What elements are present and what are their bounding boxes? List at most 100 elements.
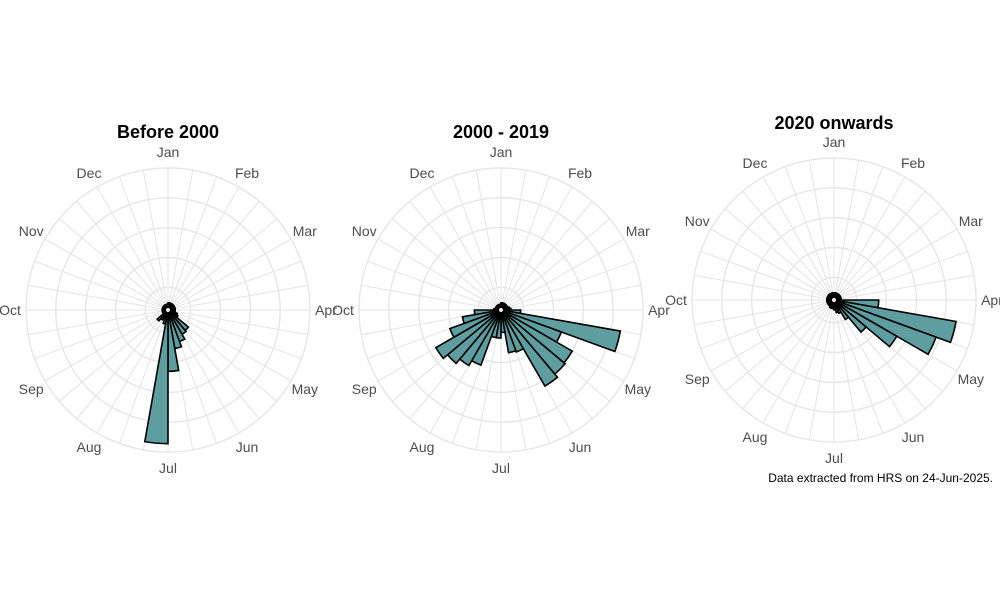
grid-spoke: [167, 309, 292, 382]
grid-spoke: [409, 200, 502, 311]
month-label-jul: Jul: [492, 460, 510, 476]
grid-spoke: [34, 260, 169, 311]
grid-spoke: [28, 309, 169, 336]
grid-spoke: [167, 309, 308, 336]
grid-spoke: [833, 166, 884, 301]
month-label-oct: Oct: [665, 292, 687, 308]
grid-spoke: [762, 176, 835, 301]
grid-spoke: [784, 299, 835, 434]
grid-spoke: [367, 260, 502, 311]
grid-spoke: [694, 274, 835, 301]
grid-spoke: [167, 170, 194, 311]
panel-title: 2000 - 2019: [453, 122, 549, 142]
month-label-aug: Aug: [77, 439, 102, 455]
grid-spoke: [833, 208, 944, 301]
month-label-may: May: [958, 371, 984, 387]
grid-spoke: [96, 186, 169, 311]
grid-spoke: [451, 176, 502, 311]
month-label-aug: Aug: [743, 429, 768, 445]
month-label-dec: Dec: [410, 165, 435, 181]
month-label-feb: Feb: [901, 155, 925, 171]
rose-panel: 2000 - 2019 Jan Feb Mar Apr May Jun Jul Aug Sep Oc…: [332, 122, 670, 476]
month-label-dec: Dec: [743, 155, 768, 171]
grid-spoke: [833, 250, 968, 301]
month-label-apr: Apr: [981, 292, 1000, 308]
grid-spoke: [142, 170, 169, 311]
grid-spoke: [833, 299, 884, 434]
grid-spoke: [724, 299, 835, 392]
month-label-feb: Feb: [568, 165, 592, 181]
grid-spoke: [28, 284, 169, 311]
grid-spoke: [167, 309, 302, 360]
month-label-may: May: [625, 381, 651, 397]
grid-spoke: [742, 190, 835, 301]
month-label-nov: Nov: [19, 223, 44, 239]
grid-spoke: [808, 299, 835, 440]
grid-spoke: [833, 274, 974, 301]
grid-spoke: [44, 309, 169, 382]
month-label-mar: Mar: [293, 223, 317, 239]
grid-spoke: [500, 238, 625, 311]
month-label-feb: Feb: [235, 165, 259, 181]
grid-spoke: [361, 284, 502, 311]
rose-wedge: [166, 303, 169, 308]
chart-panels: Before 2000 Jan Feb Mar Apr May Jun Jul Aug Sep Oc…: [0, 113, 1000, 476]
grid-spoke: [167, 186, 240, 311]
grid-spoke: [118, 176, 169, 311]
grid-spoke: [700, 250, 835, 301]
rose-wedge: [499, 303, 502, 308]
grid-spoke: [167, 200, 260, 311]
rose-panel: Before 2000 Jan Feb Mar Apr May Jun Jul Aug Sep Oc…: [0, 122, 337, 476]
grid-spoke: [710, 228, 835, 301]
month-label-apr: Apr: [648, 302, 670, 318]
month-label-dec: Dec: [77, 165, 102, 181]
grid-spoke: [710, 299, 835, 372]
month-label-jul: Jul: [159, 460, 177, 476]
grid-spoke: [429, 186, 502, 311]
month-label-aug: Aug: [410, 439, 435, 455]
month-label-oct: Oct: [332, 302, 354, 318]
month-label-sep: Sep: [19, 381, 44, 397]
grid-spoke: [762, 299, 835, 424]
month-label-mar: Mar: [626, 223, 650, 239]
grid-spoke: [76, 309, 169, 420]
month-label-apr: Apr: [315, 302, 337, 318]
month-label-jun: Jun: [902, 429, 925, 445]
grid-spoke: [833, 190, 926, 301]
grid-spoke: [808, 160, 835, 301]
grid-spoke: [694, 299, 835, 326]
rose-wedge: [143, 312, 169, 445]
month-label-nov: Nov: [685, 213, 710, 229]
month-label-sep: Sep: [352, 381, 377, 397]
grid-spoke: [118, 309, 169, 444]
month-label-may: May: [292, 381, 318, 397]
month-label-mar: Mar: [959, 213, 983, 229]
grid-spoke: [167, 218, 278, 311]
grid-spoke: [833, 228, 958, 301]
grid-spoke: [58, 218, 169, 311]
grid-spoke: [475, 170, 502, 311]
month-label-sep: Sep: [685, 371, 710, 387]
month-label-jun: Jun: [569, 439, 592, 455]
grid-spoke: [833, 160, 860, 301]
grid-spoke: [377, 238, 502, 311]
grid-spoke: [391, 218, 502, 311]
month-label-jun: Jun: [236, 439, 259, 455]
grid-spoke: [500, 284, 641, 311]
grid-spoke: [58, 309, 169, 402]
grid-spoke: [500, 200, 593, 311]
grid-spoke: [833, 176, 906, 301]
grid-spoke: [44, 238, 169, 311]
grid-spoke: [167, 238, 292, 311]
grid-spoke: [742, 299, 835, 410]
grid-spoke: [724, 208, 835, 301]
grid-spoke: [167, 260, 302, 311]
panel-title: Before 2000: [117, 122, 219, 142]
grid-spoke: [76, 200, 169, 311]
grid-spoke: [500, 176, 551, 311]
month-label-oct: Oct: [0, 302, 21, 318]
panel-title: 2020 onwards: [774, 113, 893, 133]
grid-spoke: [833, 299, 860, 440]
